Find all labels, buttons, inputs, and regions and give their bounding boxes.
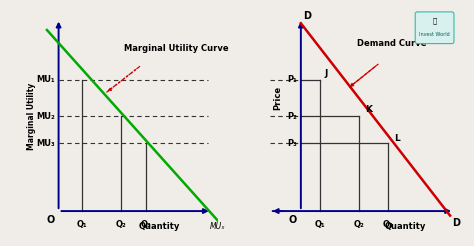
Text: D: D: [303, 11, 311, 21]
Text: Invest World: Invest World: [419, 32, 450, 37]
Text: D: D: [452, 218, 460, 228]
Text: Q₁: Q₁: [76, 220, 87, 229]
Text: P₃: P₃: [287, 139, 297, 148]
Text: P₂: P₂: [287, 111, 297, 121]
Text: J: J: [324, 69, 328, 77]
Text: O: O: [289, 215, 297, 225]
Text: Q₂: Q₂: [354, 220, 365, 229]
Text: MU₃: MU₃: [36, 139, 55, 148]
Text: O: O: [47, 215, 55, 225]
Text: L: L: [394, 134, 400, 143]
Text: Q₃: Q₃: [140, 220, 151, 229]
Text: Marginal Utility: Marginal Utility: [27, 82, 36, 150]
Text: Marginal Utility Curve: Marginal Utility Curve: [125, 44, 229, 53]
Text: Q₁: Q₁: [315, 220, 326, 229]
Text: K: K: [365, 105, 372, 114]
Text: Quantity: Quantity: [139, 222, 180, 231]
Text: Price: Price: [273, 86, 282, 110]
Text: Q₃: Q₃: [383, 220, 393, 229]
FancyBboxPatch shape: [415, 12, 454, 44]
Text: MU₂: MU₂: [36, 111, 55, 121]
Text: MUₓ: MUₓ: [210, 222, 225, 231]
Text: Demand Curve: Demand Curve: [357, 39, 427, 48]
Text: 📖: 📖: [432, 18, 437, 24]
Text: P₁: P₁: [287, 75, 297, 84]
Text: Q₂: Q₂: [115, 220, 126, 229]
Text: MU₁: MU₁: [36, 75, 55, 84]
Text: Quantity: Quantity: [385, 222, 426, 231]
